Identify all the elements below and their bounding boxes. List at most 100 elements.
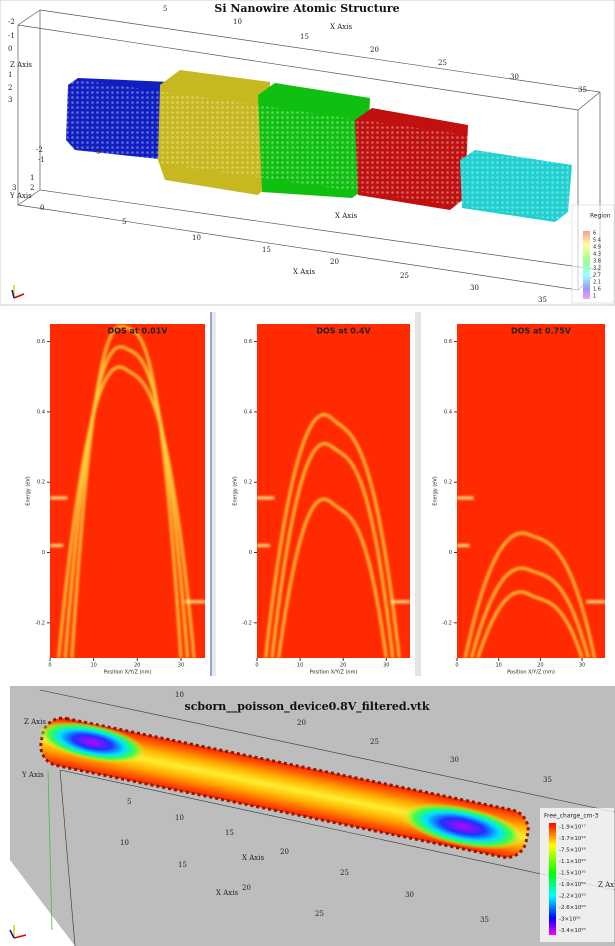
legend-title: Free_charge_cm-3 bbox=[544, 813, 599, 820]
x-tick-label: 25 bbox=[340, 869, 349, 877]
y-tick-label: 0.6 bbox=[244, 339, 252, 345]
y-tick-label: 0.4 bbox=[444, 409, 452, 415]
band bbox=[264, 413, 401, 659]
y-tick-label: -2 bbox=[36, 146, 43, 154]
x-tick-label: 15 bbox=[262, 246, 271, 254]
x-tick-label: 20 bbox=[134, 663, 140, 669]
y-tick-label: 0.4 bbox=[244, 409, 252, 415]
x-tick-label: 10 bbox=[233, 18, 242, 26]
dos-bands bbox=[257, 413, 410, 659]
plot-title: DOS at 0.01V bbox=[108, 327, 169, 336]
y-tick-label: 3 bbox=[12, 184, 16, 192]
x-tick-label: 25 bbox=[315, 910, 324, 918]
band bbox=[470, 566, 590, 659]
x-tick-label: 0 bbox=[48, 663, 51, 669]
z-tick-label: 1 bbox=[8, 71, 12, 79]
y-axis-label: Energy (eV) bbox=[433, 476, 439, 506]
x-tick-label: 10 bbox=[192, 234, 201, 242]
y-tick-label: 0 bbox=[449, 550, 452, 556]
atom-blocks bbox=[66, 70, 572, 222]
legend-label: -1.9×10¹⁷ bbox=[559, 824, 586, 831]
x-tick-label: 10 bbox=[175, 814, 184, 822]
axis-label: Z Ax bbox=[598, 881, 614, 889]
x-tick-label: 30 bbox=[450, 756, 459, 764]
x-tick-label: 30 bbox=[470, 284, 479, 292]
nanowire-tube bbox=[38, 716, 530, 859]
x-tick-label: 20 bbox=[330, 258, 339, 266]
z-tick-label: 2 bbox=[8, 84, 12, 92]
legend-label: -1.1×10²⁰ bbox=[559, 858, 587, 865]
axes-triad bbox=[11, 285, 25, 299]
x-tick-label: 20 bbox=[280, 848, 289, 856]
legend-label: 4.9 bbox=[593, 245, 601, 251]
legend-box bbox=[571, 204, 615, 304]
x-tick-label: 35 bbox=[480, 916, 489, 924]
dos-bands bbox=[50, 324, 205, 659]
x-tick-label: 15 bbox=[178, 861, 187, 869]
x-tick-label: 5 bbox=[163, 5, 167, 13]
y-tick-label: 0.2 bbox=[244, 480, 252, 486]
x-axis-label: Position X/Y/Z (nm) bbox=[310, 670, 358, 676]
axis-label: Y Axis bbox=[21, 771, 44, 779]
legend-label: -1.9×10²⁰ bbox=[559, 881, 587, 888]
y-tick-label: 0.2 bbox=[37, 480, 45, 486]
y-axis-line bbox=[47, 769, 53, 931]
y-tick-label: -0.2 bbox=[442, 620, 452, 626]
x-tick-label: 15 bbox=[300, 33, 309, 41]
divider bbox=[212, 312, 216, 676]
legend-label: -2.6×10²⁰ bbox=[559, 904, 587, 911]
x-tick-label: 30 bbox=[579, 663, 585, 669]
y-tick-label: 2 bbox=[30, 184, 34, 192]
plot-title: DOS at 0.4V bbox=[316, 327, 371, 336]
axis-label: X Axis bbox=[242, 854, 264, 862]
y-tick-label: -0.2 bbox=[242, 620, 252, 626]
band bbox=[70, 324, 183, 659]
axis-label: Y Axis bbox=[9, 192, 32, 200]
y-tick-label: 0.4 bbox=[37, 409, 45, 415]
legend-label: 1.6 bbox=[593, 287, 601, 293]
x-axis-label: Position X/Y/Z (nm) bbox=[104, 670, 152, 676]
x-tick-label: 30 bbox=[178, 663, 184, 669]
axis-label: Z Axis bbox=[24, 718, 46, 726]
divider bbox=[415, 312, 421, 676]
z-tick-label: -2 bbox=[8, 18, 15, 26]
band bbox=[57, 365, 196, 659]
legend-colorbar bbox=[549, 823, 556, 935]
charge-panel: scborn__poisson_device0.8V_filtered.vtk … bbox=[0, 683, 615, 946]
legend-label: -7.5×10¹⁹ bbox=[559, 847, 586, 854]
y-tick-label: -0.2 bbox=[35, 620, 45, 626]
structure-panel: Si Nanowire Atomic Structure Region 5101… bbox=[0, 0, 615, 306]
x-tick-label: 25 bbox=[370, 738, 379, 746]
legend-label: -3.7×10¹⁹ bbox=[559, 835, 586, 842]
x-tick-label: 35 bbox=[578, 86, 587, 94]
y-axis-label: Energy (eV) bbox=[26, 476, 32, 506]
y-tick-label: 0.6 bbox=[37, 339, 45, 345]
band bbox=[476, 590, 584, 659]
y-tick-label: -1 bbox=[38, 156, 45, 164]
bounding-box bbox=[39, 689, 615, 946]
y-tick-label: 0 bbox=[96, 148, 100, 156]
legend-label: 3.8 bbox=[593, 259, 601, 265]
x-tick-label: 10 bbox=[120, 839, 129, 847]
axis-label: X Axis bbox=[293, 268, 315, 276]
dos-map bbox=[50, 324, 205, 658]
x-tick-label: 0 bbox=[255, 663, 258, 669]
legend-label: 1 bbox=[593, 294, 596, 300]
plot-title: DOS at 0.75V bbox=[511, 327, 572, 336]
axes-triad bbox=[9, 925, 27, 939]
x-tick-label: 35 bbox=[538, 296, 547, 304]
band bbox=[270, 442, 395, 659]
x-tick-label: 10 bbox=[175, 691, 184, 699]
y-tick-label: 0.2 bbox=[444, 480, 452, 486]
x-tick-label: 20 bbox=[537, 663, 543, 669]
legend-label: 4.3 bbox=[593, 252, 601, 258]
x-tick-label: 25 bbox=[438, 59, 447, 67]
z-tick-label: 3 bbox=[8, 96, 12, 104]
x-tick-label: 30 bbox=[510, 73, 519, 81]
x-axis-label: Position X/Y/Z (nm) bbox=[507, 670, 555, 676]
y-tick-label: 0 bbox=[249, 550, 252, 556]
legend-label: -2.2×10²⁰ bbox=[559, 893, 587, 900]
legend-label: -3.4×10²⁰ bbox=[559, 927, 587, 934]
legend-label: 2.7 bbox=[593, 273, 601, 279]
